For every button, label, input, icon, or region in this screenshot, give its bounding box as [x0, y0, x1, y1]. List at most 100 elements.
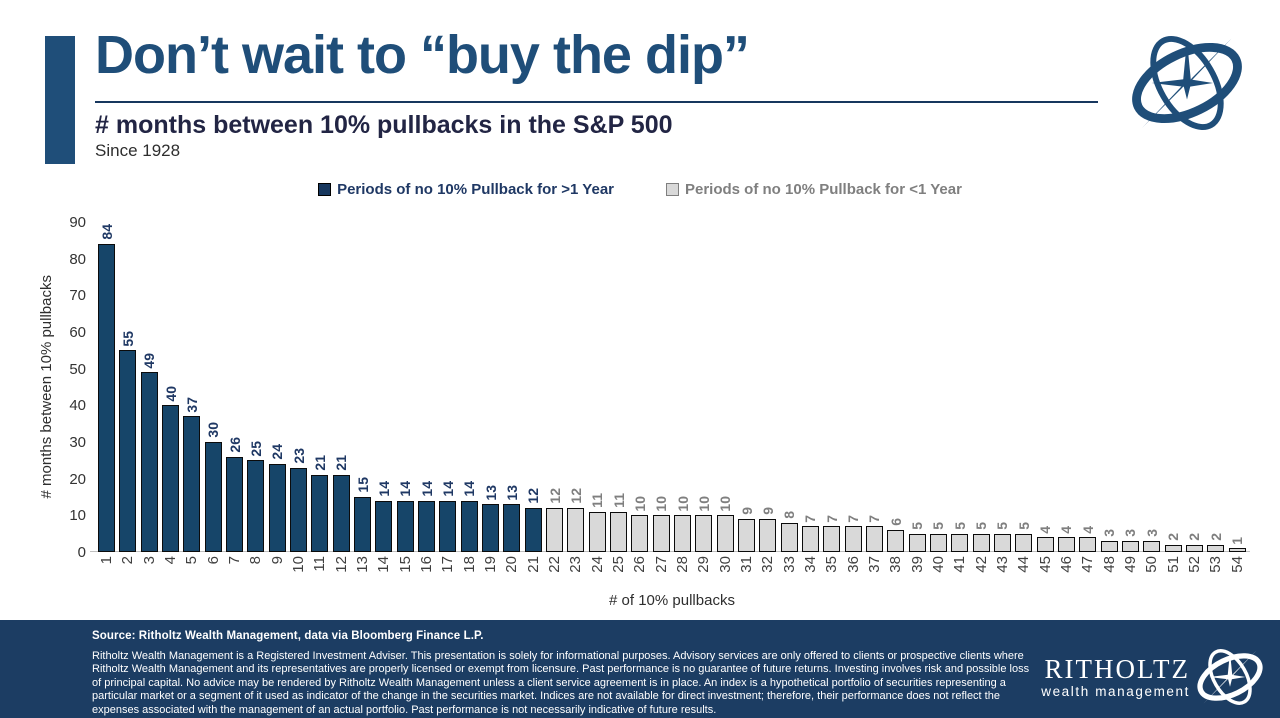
x-tick-label: 5 [183, 556, 201, 565]
x-tick-label: 54 [1228, 556, 1246, 573]
bar-navy [183, 416, 201, 552]
bar-gray [759, 519, 777, 552]
legend-item: Periods of no 10% Pullback for >1 Year [318, 181, 614, 198]
bar-value-label: 14 [375, 481, 392, 497]
legend-label: Periods of no 10% Pullback for >1 Year [337, 181, 614, 198]
bar-value-label: 25 [247, 440, 264, 457]
bar-value-label: 2 [1165, 532, 1182, 541]
bar-slot: 14 [459, 222, 480, 552]
x-tick: 45 [1034, 556, 1055, 573]
bar-chart: 84 55 49 40 37 30 26 25 24 23 21 21 15 14 14 14 14 14 13 13… [96, 222, 1248, 552]
x-tick: 52 [1184, 556, 1205, 573]
bar-slot: 5 [906, 222, 927, 552]
footer-logo: RITHOLTZ wealth management [1041, 642, 1266, 712]
bar-value-label: 9 [759, 507, 776, 515]
bar-slot: 13 [480, 222, 501, 552]
bar-gray [567, 508, 585, 552]
x-tick-label: 49 [1121, 556, 1139, 573]
bar-value-label: 5 [909, 521, 926, 530]
bar-value-label: 23 [290, 448, 307, 464]
bar-slot: 40 [160, 222, 181, 552]
bar-value-label: 4 [1079, 525, 1096, 534]
bar-slot: 7 [842, 222, 863, 552]
bar-value-label: 11 [610, 492, 627, 508]
bar-navy [396, 500, 414, 552]
bar-gray [1164, 544, 1182, 552]
x-tick-label: 4 [162, 556, 180, 565]
x-tick: 35 [821, 556, 842, 573]
bar-slot: 5 [970, 222, 991, 552]
bar-slot: 4 [1034, 222, 1055, 552]
bar-gray [631, 515, 649, 552]
bar-navy [204, 442, 222, 552]
x-tick: 49 [1120, 556, 1141, 573]
x-tick-label: 3 [140, 556, 158, 565]
bar-gray [738, 519, 755, 552]
brand-text: RITHOLTZ wealth management [1041, 655, 1190, 699]
bar-slot: 3 [1141, 222, 1162, 552]
legend-swatch [318, 183, 332, 196]
chart-subtitle: # months between 10% pullbacks in the S&… [95, 111, 673, 139]
x-tick: 37 [864, 556, 885, 573]
bar-slot: 11 [608, 222, 629, 552]
bar-value-label: 11 [589, 492, 606, 508]
bar-value-label: 13 [482, 484, 499, 501]
bar-slot: 55 [117, 222, 138, 552]
bar-navy [311, 475, 329, 552]
y-tick-label: 20 [69, 470, 86, 488]
bar-slot: 24 [267, 222, 288, 552]
bar-value-label: 37 [183, 396, 200, 413]
x-tick: 48 [1098, 556, 1119, 573]
x-tick-label: 19 [482, 556, 500, 573]
bar-slot: 9 [736, 222, 757, 552]
x-tick: 22 [544, 556, 565, 573]
bar-value-label: 30 [205, 422, 222, 438]
x-tick-label: 52 [1185, 556, 1203, 573]
bar-slot: 21 [309, 222, 330, 552]
bar-slot: 7 [864, 222, 885, 552]
bar-gray [1100, 541, 1118, 552]
bar-navy [247, 460, 265, 552]
bar-slot: 10 [651, 222, 672, 552]
bar-value-label: 5 [951, 521, 968, 530]
brand-tagline: wealth management [1041, 683, 1190, 699]
page-title: Don’t wait to “buy the dip” [95, 25, 750, 85]
x-tick: 18 [459, 556, 480, 573]
x-tick-label: 42 [972, 556, 990, 573]
bar-slot: 12 [523, 222, 544, 552]
x-tick-label: 39 [908, 556, 926, 573]
x-tick-label: 53 [1207, 556, 1225, 573]
bar-navy [119, 350, 137, 552]
x-tick: 31 [736, 556, 757, 573]
x-tick-label: 40 [929, 556, 947, 573]
x-tick-label: 8 [247, 556, 265, 565]
bar-slot: 14 [373, 222, 394, 552]
bar-navy [332, 475, 350, 552]
bar-value-label: 7 [802, 514, 819, 523]
x-tick: 13 [352, 556, 373, 573]
x-tick: 33 [779, 556, 800, 573]
bar-value-label: 14 [461, 481, 478, 497]
x-tick: 47 [1077, 556, 1098, 573]
x-tick: 5 [181, 556, 202, 573]
bar-slot: 10 [629, 222, 650, 552]
bar-slot: 7 [800, 222, 821, 552]
x-tick: 21 [523, 556, 544, 573]
x-tick: 19 [480, 556, 501, 573]
x-tick: 41 [949, 556, 970, 573]
bar-navy [140, 372, 158, 552]
x-tick-label: 13 [354, 556, 372, 573]
x-tick-label: 35 [823, 556, 841, 573]
bar-value-label: 7 [845, 514, 862, 523]
bar-value-label: 12 [525, 488, 542, 504]
bar-slot: 3 [1120, 222, 1141, 552]
bar-slot: 14 [395, 222, 416, 552]
x-tick: 34 [800, 556, 821, 573]
bar-slot: 9 [757, 222, 778, 552]
bar-gray [1207, 544, 1225, 552]
x-tick: 7 [224, 556, 245, 573]
x-tick: 23 [565, 556, 586, 573]
bar-value-label: 3 [1143, 529, 1160, 537]
x-axis-tick-labels: 1 2 3 4 5 6 7 8 9 10 11 12 13 14 15 16 17 18 19 20 21 22 23 24 2… [96, 556, 1248, 573]
